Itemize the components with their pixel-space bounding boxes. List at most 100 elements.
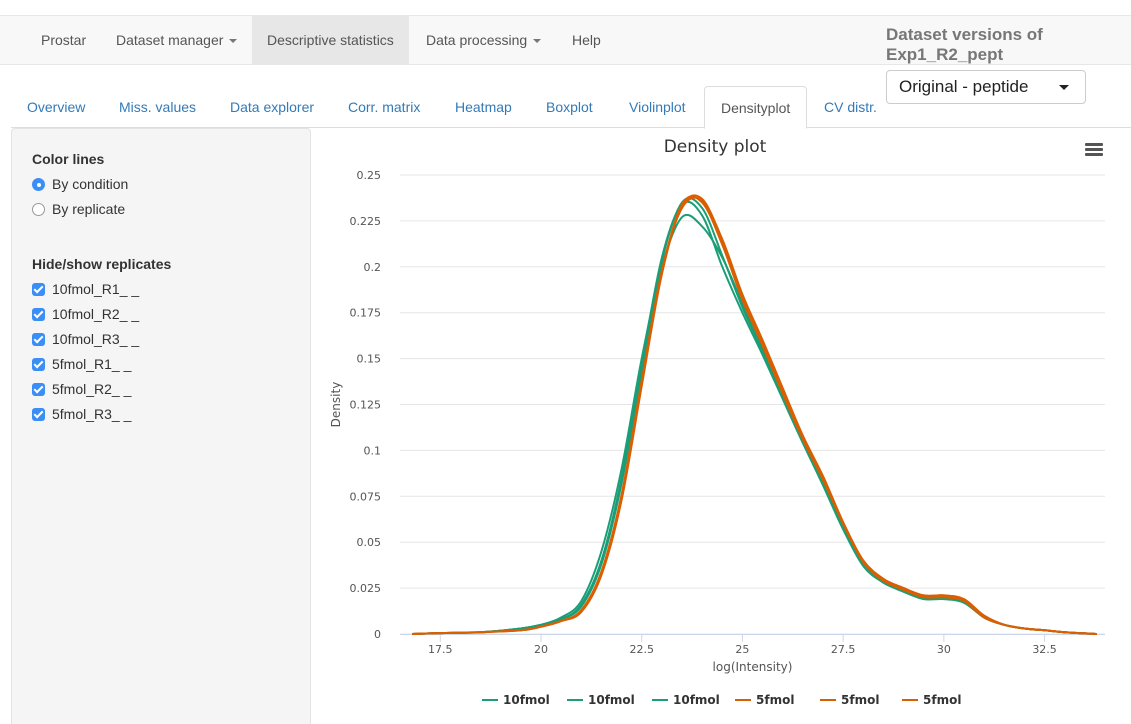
y-tick-label: 0.225	[350, 215, 382, 228]
series-line-5fmol-6	[412, 195, 1097, 635]
dataset-version-select[interactable]: Original - peptide	[886, 70, 1086, 104]
nav-help[interactable]: Help	[557, 16, 616, 65]
legend-item-label: 10fmol	[673, 693, 720, 707]
checkbox-checked-icon[interactable]	[32, 333, 45, 346]
tab-label: Overview	[27, 99, 86, 115]
navbar: Prostar Dataset manager Descriptive stat…	[0, 15, 1131, 65]
chart-title: Density plot	[664, 137, 767, 157]
x-tick-label: 17.5	[428, 643, 453, 656]
nav-label: Help	[572, 32, 601, 48]
series-line-5fmol-4	[412, 196, 1097, 635]
y-axis-label: Density	[329, 382, 343, 428]
y-tick-label: 0.175	[350, 307, 382, 320]
tab-label: Data explorer	[230, 99, 315, 115]
menu-bar	[1085, 148, 1103, 151]
tab-corr-matrix[interactable]: Corr. matrix	[332, 86, 436, 128]
tab-bar: Overview Miss. values Data explorer Corr…	[11, 86, 1131, 129]
tab-miss-values[interactable]: Miss. values	[103, 86, 212, 128]
density-chart-svg: Density plot 0 0.025 0.05 0.075 0.1 0.125 0.15 0…	[329, 137, 1105, 707]
radio-by-replicate[interactable]: By replicate	[32, 200, 125, 218]
checkbox-replicate-10fmol-r1[interactable]: 10fmol_R1_ _	[32, 280, 139, 298]
dataset-versions-line2: Exp1_R2_pept	[886, 45, 1004, 64]
nav-label: Dataset manager	[116, 32, 224, 48]
tab-label: Corr. matrix	[348, 99, 421, 115]
density-chart: Density plot 0 0.025 0.05 0.075 0.1 0.125 0.15 0…	[312, 128, 1131, 724]
tab-label: Boxplot	[546, 99, 593, 115]
tab-densityplot[interactable]: Densityplot	[704, 86, 808, 129]
tab-label: Densityplot	[721, 100, 791, 116]
y-tick-label: 0.15	[357, 353, 382, 366]
y-tick-label: 0.075	[350, 490, 382, 503]
chart-menu-icon[interactable]	[1085, 143, 1103, 157]
menu-bar	[1085, 143, 1103, 146]
checkbox-label: 5fmol_R2_ _	[52, 381, 132, 397]
series-line-5fmol-5	[412, 194, 1097, 635]
nav-brand-prostar[interactable]: Prostar	[26, 16, 101, 65]
nav-label: Prostar	[41, 32, 87, 48]
y-tick-label: 0.2	[364, 261, 382, 274]
radio-by-condition[interactable]: By condition	[32, 175, 128, 193]
radio-label: By replicate	[52, 201, 126, 217]
x-tick-label: 30	[937, 643, 951, 656]
tab-heatmap[interactable]: Heatmap	[439, 86, 528, 128]
checkbox-label: 5fmol_R1_ _	[52, 356, 132, 372]
x-tick-label: 27.5	[831, 643, 856, 656]
checkbox-label: 10fmol_R3_ _	[52, 331, 140, 347]
tab-cv-distr[interactable]: CV distr.	[808, 86, 893, 128]
sidebar-panel: Color lines By condition By replicate Hi…	[11, 128, 311, 724]
nav-data-processing[interactable]: Data processing	[411, 16, 556, 65]
nav-label: Descriptive statistics	[267, 32, 394, 48]
x-tick-label: 25	[735, 643, 749, 656]
y-tick-label: 0.05	[357, 536, 382, 549]
dataset-versions-line1: Dataset versions of	[886, 25, 1043, 44]
radio-unselected-icon[interactable]	[32, 203, 45, 216]
nav-dataset-manager[interactable]: Dataset manager	[101, 16, 252, 65]
series-line-10fmol-3	[412, 197, 1097, 635]
menu-bar	[1085, 153, 1103, 156]
color-lines-label: Color lines	[32, 151, 105, 167]
checkbox-replicate-5fmol-r1[interactable]: 5fmol_R1_ _	[32, 355, 131, 373]
tab-overview[interactable]: Overview	[11, 86, 101, 128]
legend-item-label: 10fmol	[503, 693, 550, 707]
y-tick-label: 0.25	[357, 169, 382, 182]
tab-label: Heatmap	[455, 99, 512, 115]
radio-label: By condition	[52, 176, 129, 192]
tab-violinplot[interactable]: Violinplot	[613, 86, 702, 128]
checkbox-checked-icon[interactable]	[32, 408, 45, 421]
tab-label: Miss. values	[119, 99, 197, 115]
checkbox-label: 10fmol_R2_ _	[52, 306, 140, 322]
x-tick-label: 22.5	[629, 643, 654, 656]
caret-down-icon	[1059, 85, 1069, 90]
checkbox-checked-icon[interactable]	[32, 358, 45, 371]
tab-boxplot[interactable]: Boxplot	[530, 86, 609, 128]
tab-label: Violinplot	[629, 99, 686, 115]
checkbox-replicate-5fmol-r3[interactable]: 5fmol_R3_ _	[32, 405, 131, 423]
radio-selected-icon[interactable]	[32, 178, 45, 191]
nav-descriptive-statistics[interactable]: Descriptive statistics	[252, 16, 409, 65]
y-tick-label: 0.1	[364, 444, 382, 457]
checkbox-replicate-10fmol-r2[interactable]: 10fmol_R2_ _	[32, 305, 139, 323]
legend-item-label: 10fmol	[588, 693, 635, 707]
checkbox-replicate-5fmol-r2[interactable]: 5fmol_R2_ _	[32, 380, 131, 398]
legend-item-label: 5fmol	[923, 693, 961, 707]
hide-show-replicates-label: Hide/show replicates	[32, 256, 172, 272]
tab-data-explorer[interactable]: Data explorer	[214, 86, 330, 128]
y-tick-label: 0.025	[350, 582, 382, 595]
checkbox-label: 10fmol_R1_ _	[52, 281, 140, 297]
caret-down-icon	[533, 39, 542, 44]
tab-label: CV distr.	[824, 99, 877, 115]
checkbox-replicate-10fmol-r3[interactable]: 10fmol_R3_ _	[32, 330, 139, 348]
dataset-versions-title: Dataset versions of Exp1_R2_pept	[886, 25, 1126, 65]
dataset-version-value: Original - peptide	[899, 77, 1029, 96]
caret-down-icon	[229, 39, 238, 44]
legend-item-label: 5fmol	[756, 693, 794, 707]
series-line-10fmol-1	[412, 213, 1097, 635]
y-tick-label: 0.125	[350, 399, 382, 412]
checkbox-label: 5fmol_R3_ _	[52, 406, 132, 422]
nav-label: Data processing	[426, 32, 528, 48]
checkbox-checked-icon[interactable]	[32, 383, 45, 396]
y-tick-label: 0	[374, 628, 381, 641]
checkbox-checked-icon[interactable]	[32, 308, 45, 321]
checkbox-checked-icon[interactable]	[32, 283, 45, 296]
x-tick-label: 32.5	[1032, 643, 1057, 656]
